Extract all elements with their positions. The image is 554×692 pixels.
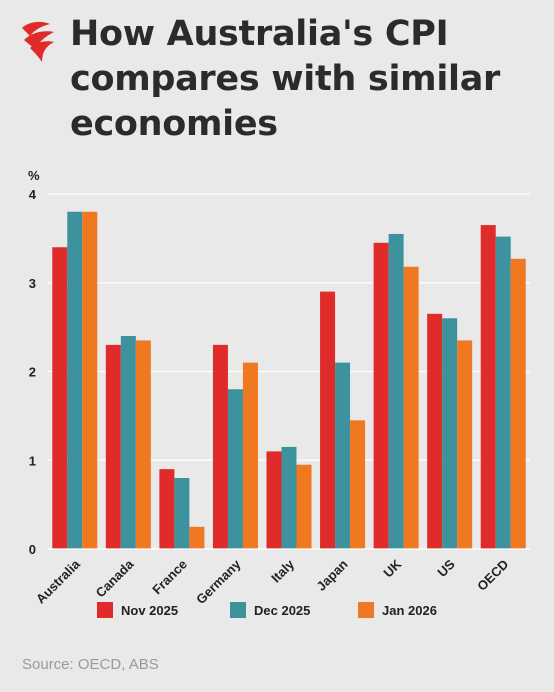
- bar-nov-2025-australia: [52, 247, 68, 549]
- bar-jan-2026-us: [457, 340, 473, 549]
- x-tick-label: Italy: [268, 556, 298, 586]
- bar-dec-2025-italy: [281, 446, 297, 549]
- x-tick-label: Canada: [93, 556, 137, 600]
- bar-jan-2026-canada: [135, 340, 151, 549]
- bar-jan-2026-germany: [242, 362, 258, 549]
- legend-label: Nov 2025: [121, 603, 178, 618]
- bar-nov-2025-canada: [105, 344, 121, 549]
- bar-nov-2025-japan: [320, 291, 336, 549]
- y-tick-label: 1: [29, 453, 36, 468]
- bar-dec-2025-oecd: [495, 236, 511, 549]
- bar-dec-2025-canada: [120, 336, 136, 549]
- bar-jan-2026-uk: [403, 266, 419, 549]
- x-tick-label: UK: [380, 556, 404, 580]
- sbs-logo: [22, 21, 54, 62]
- bar-dec-2025-us: [442, 318, 458, 549]
- bar-chart: 0 1 2 3 4% Australia Canada France Germany Italy J…: [28, 168, 530, 618]
- bar-nov-2025-us: [427, 313, 443, 549]
- x-tick-label: France: [149, 557, 190, 598]
- bar-nov-2025-oecd: [480, 225, 496, 549]
- y-tick-label: 3: [29, 276, 36, 291]
- bar-jan-2026-oecd: [510, 258, 526, 549]
- legend-swatch: [97, 602, 113, 618]
- x-tick-label: OECD: [474, 557, 511, 594]
- legend-label: Dec 2025: [254, 603, 310, 618]
- bar-dec-2025-france: [174, 478, 190, 549]
- x-tick-label: Germany: [193, 556, 244, 607]
- y-tick-label: 0: [29, 542, 36, 557]
- x-tick-label: US: [434, 556, 458, 580]
- bar-nov-2025-germany: [212, 344, 228, 549]
- legend-label: Jan 2026: [382, 603, 437, 618]
- bar-dec-2025-japan: [335, 362, 351, 549]
- source-note: Source: OECD, ABS: [22, 656, 159, 673]
- bar-dec-2025-australia: [67, 211, 83, 549]
- y-axis-label: %: [28, 168, 40, 183]
- bar-jan-2026-france: [189, 526, 205, 549]
- bar-jan-2026-australia: [82, 211, 98, 549]
- legend-swatch: [358, 602, 374, 618]
- legend-swatch: [230, 602, 246, 618]
- bar-nov-2025-france: [159, 469, 175, 549]
- page-title: How Australia's CPI compares with simila…: [70, 14, 500, 144]
- y-tick-label: 4: [29, 187, 37, 202]
- bar-dec-2025-uk: [388, 233, 404, 549]
- x-tick-label: Japan: [313, 556, 350, 593]
- bar-nov-2025-italy: [266, 451, 282, 549]
- bar-jan-2026-japan: [350, 420, 366, 549]
- x-tick-label: Australia: [33, 556, 83, 606]
- bar-nov-2025-uk: [373, 242, 389, 549]
- bar-dec-2025-germany: [227, 389, 243, 549]
- bar-jan-2026-italy: [296, 464, 312, 549]
- y-tick-label: 2: [29, 365, 36, 380]
